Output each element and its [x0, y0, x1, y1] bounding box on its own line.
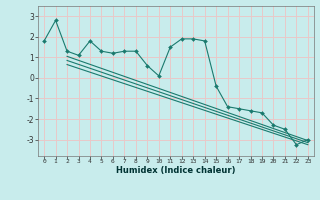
X-axis label: Humidex (Indice chaleur): Humidex (Indice chaleur) — [116, 166, 236, 175]
